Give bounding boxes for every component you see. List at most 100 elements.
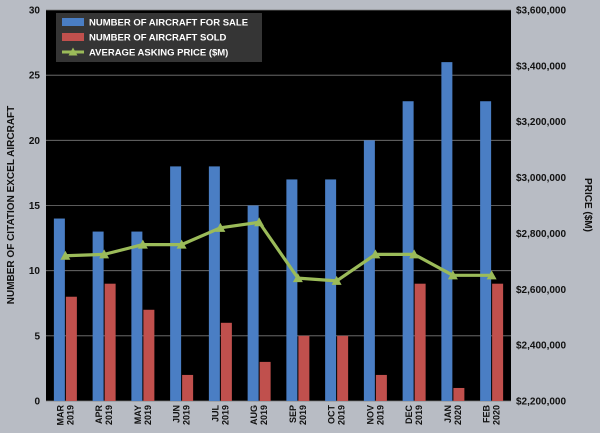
bar-for-sale	[247, 205, 259, 401]
category-label: MAY 2019	[133, 405, 153, 425]
bar-for-sale	[363, 140, 375, 402]
right-tick-label: $3,000,000	[516, 173, 566, 184]
bar-sold	[182, 374, 194, 401]
price-marker	[409, 249, 420, 259]
bar-for-sale	[286, 179, 298, 401]
category-year: 2019	[143, 405, 153, 425]
category-month: FEB	[482, 404, 492, 423]
right-axis-title: PRICE ($M)	[582, 178, 593, 232]
right-tick-label: $2,800,000	[516, 229, 566, 240]
category-month: JUL	[210, 405, 220, 423]
legend-label: NUMBER OF AIRCRAFT SOLD	[89, 33, 227, 44]
category-label: FEB 2020	[482, 404, 502, 425]
legend-label: NUMBER OF AIRCRAFT FOR SALE	[89, 18, 248, 29]
bar-for-sale	[53, 218, 65, 401]
price-marker	[176, 239, 187, 249]
right-tick-label: $3,200,000	[516, 117, 566, 128]
category-label: JAN 2020	[443, 405, 463, 425]
right-tick-label: $2,600,000	[516, 285, 566, 296]
price-marker	[331, 275, 342, 285]
category-year: 2019	[220, 405, 230, 425]
price-marker	[292, 273, 303, 283]
category-label: JUL 2019	[210, 405, 230, 426]
legend-marker	[68, 47, 78, 56]
bar-for-sale	[131, 231, 143, 401]
price-marker	[370, 249, 381, 259]
bar-sold	[337, 335, 349, 401]
right-axis-ticks: $2,200,000 $2,400,000 $2,600,000 $2,800,000…	[516, 6, 566, 408]
legend: NUMBER OF AIRCRAFT FOR SALE NUMBER OF AIR…	[56, 13, 262, 62]
category-month: OCT	[327, 405, 337, 425]
category-month: DEC	[404, 405, 414, 425]
category-month: APR	[94, 405, 104, 425]
price-marker	[447, 270, 458, 280]
legend-swatch	[62, 33, 84, 41]
right-tick-label: $2,400,000	[516, 341, 566, 352]
price-marker	[99, 249, 110, 259]
bar-for-sale	[402, 101, 414, 401]
gridlines	[46, 9, 511, 402]
left-tick-label: 15	[29, 201, 41, 212]
category-year: 2019	[65, 405, 75, 425]
category-year: 2019	[182, 405, 192, 425]
category-year: 2020	[453, 405, 463, 425]
category-year: 2019	[414, 405, 424, 425]
category-month: NOV	[365, 405, 375, 425]
category-label: OCT 2019	[327, 405, 347, 426]
right-tick-label: $3,400,000	[516, 61, 566, 72]
category-month: JAN	[443, 405, 453, 423]
price-line-path	[65, 220, 492, 283]
bar-sold	[143, 309, 155, 401]
category-month: MAY	[133, 405, 143, 424]
left-tick-label: 20	[29, 136, 41, 147]
bars	[53, 62, 504, 402]
category-year: 2019	[259, 405, 269, 425]
category-label: APR 2019	[94, 405, 114, 426]
bar-sold	[375, 374, 387, 401]
bar-for-sale	[208, 166, 220, 401]
right-tick-label: $3,600,000	[516, 6, 566, 17]
price-marker	[137, 239, 148, 249]
bar-sold	[65, 296, 77, 401]
category-label: SEP 2019	[288, 405, 308, 425]
left-tick-label: 30	[29, 6, 41, 17]
left-axis-ticks: 0 5 10 15 20 25 30	[29, 6, 41, 408]
bar-for-sale	[480, 101, 492, 401]
category-label: AUG 2019	[249, 405, 269, 425]
bar-sold	[298, 335, 310, 401]
bar-sold	[259, 361, 271, 401]
category-month: AUG	[249, 405, 259, 425]
bar-for-sale	[170, 166, 182, 401]
price-marker	[254, 217, 265, 227]
left-tick-label: 10	[29, 266, 41, 277]
category-label: MAR 2019	[55, 405, 75, 426]
category-year: 2019	[104, 405, 114, 425]
category-year: 2019	[337, 405, 347, 425]
left-axis-title: NUMBER OF CITATION EXCEL AIRCRAFT	[6, 106, 17, 305]
bar-sold	[453, 387, 465, 401]
price-line	[60, 217, 497, 285]
category-label: NOV 2019	[365, 405, 385, 425]
category-label: JUN 2019	[172, 405, 192, 425]
right-tick-label: $2,200,000	[516, 397, 566, 408]
left-tick-label: 0	[34, 397, 40, 408]
bar-sold	[414, 283, 426, 401]
legend-label: AVERAGE ASKING PRICE ($M)	[89, 48, 228, 59]
bar-sold	[492, 283, 504, 401]
bar-for-sale	[325, 179, 337, 401]
legend-box	[56, 13, 262, 62]
category-year: 2019	[375, 405, 385, 425]
left-tick-label: 5	[34, 331, 40, 342]
category-year: 2020	[492, 405, 502, 425]
category-month: SEP	[288, 405, 298, 423]
legend-swatch	[62, 18, 84, 26]
category-axis-labels: MAR 2019 APR 2019 MAY 2019 JUN 2019 JUL 2019 AUG 20…	[55, 404, 501, 425]
category-year: 2019	[298, 405, 308, 425]
price-marker	[486, 270, 497, 280]
price-marker	[60, 250, 71, 260]
bar-sold	[104, 283, 116, 401]
bar-for-sale	[92, 231, 104, 401]
category-month: MAR	[55, 405, 65, 426]
price-marker	[215, 222, 226, 232]
